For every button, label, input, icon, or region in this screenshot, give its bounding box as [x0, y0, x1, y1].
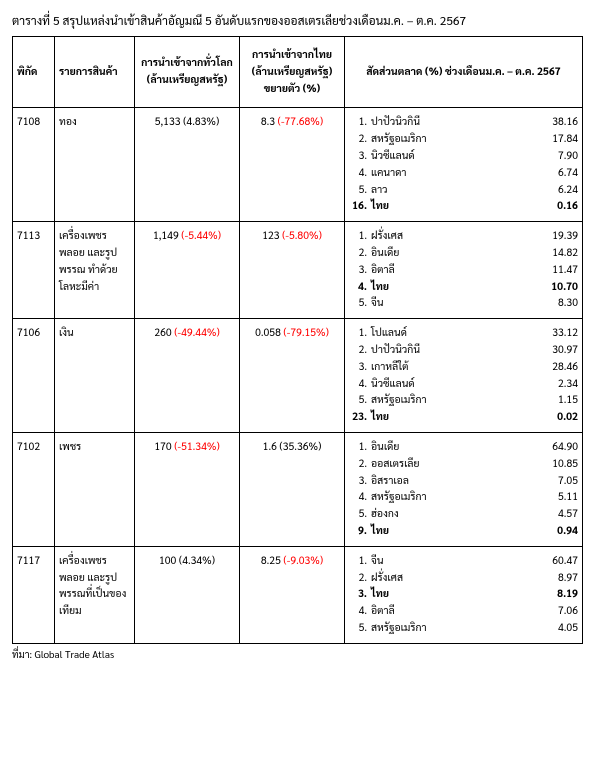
country-item: 1.ฝรั่งเศส — [349, 228, 460, 245]
cell-product: เพชร — [55, 432, 135, 546]
header-product: รายการสินค้า — [55, 37, 135, 108]
cell-market-share-countries: 1.จีน2.ฝรั่งเศส3.ไทย4.อิตาลี5.สหรัฐอเมริ… — [345, 546, 464, 643]
country-item: 3.นิวซีแลนด์ — [349, 148, 460, 165]
cell-thai-import: 123 (-5.80%) — [240, 222, 345, 319]
country-item: 1.อินเดีย — [349, 439, 460, 456]
country-item: 23.ไทย — [349, 409, 460, 426]
cell-market-share-values: 19.3914.8211.4710.708.30 — [464, 222, 583, 319]
table-row: 7108ทอง5,133 (4.83%)8.3 (-77.68%)1.ปาปัว… — [13, 108, 583, 222]
table-title: ตารางที่ 5 สรุปแหล่งนำเข้าสินค้าอัญมณี 5… — [12, 12, 583, 28]
country-pct: 4.05 — [468, 620, 579, 637]
cell-world-import: 1,149 (-5.44%) — [135, 222, 240, 319]
country-item: 2.ปาปัวนิวกินี — [349, 342, 460, 359]
country-pct: 30.97 — [468, 342, 579, 359]
country-pct: 2.34 — [468, 376, 579, 393]
country-pct: 6.24 — [468, 182, 579, 199]
country-pct: 19.39 — [468, 228, 579, 245]
table-row: 7106เงิน260 (-49.44%)0.058 (-79.15%)1.โป… — [13, 319, 583, 433]
country-pct: 8.19 — [468, 586, 579, 603]
table-row: 7102เพชร170 (-51.34%)1.6 (35.36%)1.อินเด… — [13, 432, 583, 546]
cell-product: เครื่องเพชรพลอย และรูปพรรณที่เป็นของเทีย… — [55, 546, 135, 643]
country-pct: 1.15 — [468, 392, 579, 409]
country-pct: 6.74 — [468, 165, 579, 182]
country-item: 5.จีน — [349, 295, 460, 312]
country-item: 4.อิตาลี — [349, 603, 460, 620]
country-pct: 8.97 — [468, 570, 579, 587]
country-pct: 11.47 — [468, 262, 579, 279]
country-pct: 14.82 — [468, 245, 579, 262]
source-note: ที่มา: Global Trade Atlas — [12, 648, 583, 661]
country-pct: 64.90 — [468, 439, 579, 456]
cell-code: 7108 — [13, 108, 55, 222]
table-row: 7117เครื่องเพชรพลอย และรูปพรรณที่เป็นของ… — [13, 546, 583, 643]
country-item: 4.สหรัฐอเมริกา — [349, 489, 460, 506]
cell-world-import: 100 (4.34%) — [135, 546, 240, 643]
cell-world-import: 260 (-49.44%) — [135, 319, 240, 433]
country-pct: 60.47 — [468, 553, 579, 570]
cell-market-share-countries: 1.โปแลนด์2.ปาปัวนิวกินี3.เกาหลีใต้4.นิวซ… — [345, 319, 464, 433]
country-item: 5.ฮ่องกง — [349, 506, 460, 523]
cell-product: เงิน — [55, 319, 135, 433]
cell-product: เครื่องเพชรพลอย และรูปพรรณ ทำด้วยโลหะมีค… — [55, 222, 135, 319]
cell-thai-import: 8.25 (-9.03%) — [240, 546, 345, 643]
gem-import-table: พิกัด รายการสินค้า การนำเข้าจากทั่วโลก (… — [12, 36, 583, 644]
country-item: 3.อิสราเอล — [349, 473, 460, 490]
cell-code: 7106 — [13, 319, 55, 433]
country-pct: 38.16 — [468, 114, 579, 131]
cell-product: ทอง — [55, 108, 135, 222]
country-item: 4.ไทย — [349, 279, 460, 296]
country-pct: 10.70 — [468, 279, 579, 296]
country-pct: 5.11 — [468, 489, 579, 506]
cell-market-share-countries: 1.อินเดีย2.ออสเตรเลีย3.อิสราเอล4.สหรัฐอเ… — [345, 432, 464, 546]
cell-world-import: 170 (-51.34%) — [135, 432, 240, 546]
header-code: พิกัด — [13, 37, 55, 108]
country-item: 5.สหรัฐอเมริกา — [349, 392, 460, 409]
country-item: 2.ฝรั่งเศส — [349, 570, 460, 587]
cell-code: 7102 — [13, 432, 55, 546]
country-item: 1.ปาปัวนิวกินี — [349, 114, 460, 131]
country-pct: 33.12 — [468, 325, 579, 342]
country-item: 2.ออสเตรเลีย — [349, 456, 460, 473]
country-pct: 10.85 — [468, 456, 579, 473]
cell-code: 7117 — [13, 546, 55, 643]
country-item: 3.อิตาลี — [349, 262, 460, 279]
cell-market-share-countries: 1.ฝรั่งเศส2.อินเดีย3.อิตาลี4.ไทย5.จีน — [345, 222, 464, 319]
country-pct: 8.30 — [468, 295, 579, 312]
country-item: 1.จีน — [349, 553, 460, 570]
country-item: 4.นิวซีแลนด์ — [349, 376, 460, 393]
cell-market-share-countries: 1.ปาปัวนิวกินี2.สหรัฐอเมริกา3.นิวซีแลนด์… — [345, 108, 464, 222]
header-world: การนำเข้าจากทั่วโลก (ล้านเหรียญสหรัฐ) — [135, 37, 240, 108]
country-item: 3.ไทย — [349, 586, 460, 603]
country-item: 16.ไทย — [349, 198, 460, 215]
country-pct: 0.16 — [468, 198, 579, 215]
header-share: สัดส่วนตลาด (%) ช่วงเดือนม.ค. – ต.ค. 256… — [345, 37, 583, 108]
cell-market-share-values: 64.9010.857.055.114.570.94 — [464, 432, 583, 546]
cell-market-share-values: 38.1617.847.906.746.240.16 — [464, 108, 583, 222]
table-row: 7113เครื่องเพชรพลอย และรูปพรรณ ทำด้วยโลห… — [13, 222, 583, 319]
country-item: 5.ลาว — [349, 182, 460, 199]
country-pct: 28.46 — [468, 359, 579, 376]
country-pct: 7.90 — [468, 148, 579, 165]
country-item: 9.ไทย — [349, 523, 460, 540]
cell-thai-import: 1.6 (35.36%) — [240, 432, 345, 546]
cell-thai-import: 0.058 (-79.15%) — [240, 319, 345, 433]
country-pct: 7.06 — [468, 603, 579, 620]
country-pct: 7.05 — [468, 473, 579, 490]
country-item: 1.โปแลนด์ — [349, 325, 460, 342]
cell-market-share-values: 60.478.978.197.064.05 — [464, 546, 583, 643]
country-pct: 0.94 — [468, 523, 579, 540]
cell-market-share-values: 33.1230.9728.462.341.150.02 — [464, 319, 583, 433]
country-pct: 4.57 — [468, 506, 579, 523]
country-item: 5.สหรัฐอเมริกา — [349, 620, 460, 637]
country-pct: 17.84 — [468, 131, 579, 148]
country-item: 2.สหรัฐอเมริกา — [349, 131, 460, 148]
country-pct: 0.02 — [468, 409, 579, 426]
cell-thai-import: 8.3 (-77.68%) — [240, 108, 345, 222]
cell-world-import: 5,133 (4.83%) — [135, 108, 240, 222]
country-item: 2.อินเดีย — [349, 245, 460, 262]
header-thai: การนำเข้าจากไทย (ล้านเหรียญสหรัฐ) ขยายตั… — [240, 37, 345, 108]
country-item: 4.แคนาดา — [349, 165, 460, 182]
cell-code: 7113 — [13, 222, 55, 319]
country-item: 3.เกาหลีใต้ — [349, 359, 460, 376]
